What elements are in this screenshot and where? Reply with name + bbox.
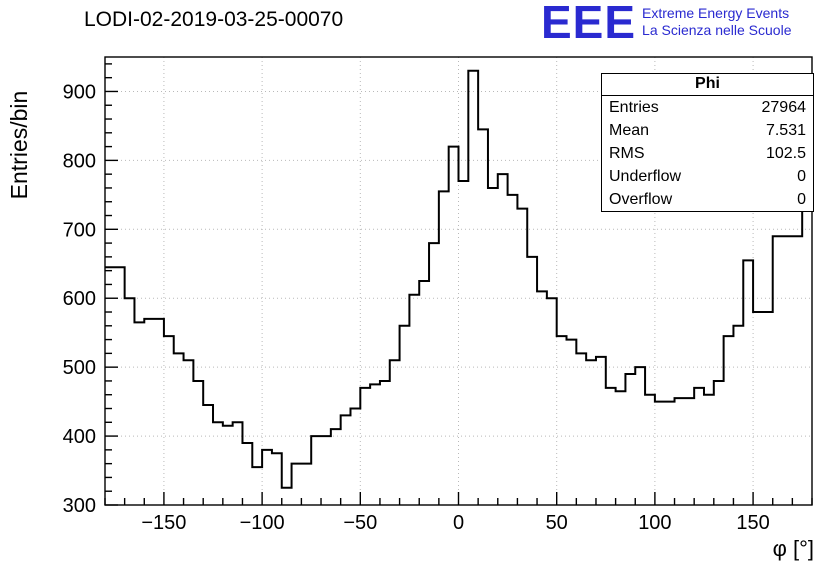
stats-value: 27964 xyxy=(761,99,807,116)
stats-label: Entries xyxy=(609,99,659,116)
eee-logo-line2: La Scienza nelle Scuole xyxy=(642,22,792,38)
svg-text:−50: −50 xyxy=(343,512,377,534)
stats-row-underflow: Underflow 0 xyxy=(602,165,813,188)
eee-logo-subtitle: Extreme Energy Events La Scienza nelle S… xyxy=(642,2,791,39)
stats-value: 0 xyxy=(797,191,806,208)
eee-logo: EEE Extreme Energy Events La Scienza nel… xyxy=(541,0,791,48)
stats-row-mean: Mean 7.531 xyxy=(602,119,813,142)
stats-label: RMS xyxy=(609,145,645,162)
stats-row-overflow: Overflow 0 xyxy=(602,188,813,211)
eee-logo-line1: Extreme Energy Events xyxy=(642,5,790,21)
eee-logo-text: EEE xyxy=(541,0,637,48)
svg-text:100: 100 xyxy=(638,512,671,534)
stats-value: 102.5 xyxy=(765,145,806,162)
svg-text:900: 900 xyxy=(63,81,96,103)
svg-text:−150: −150 xyxy=(141,512,186,534)
y-axis-label: Entries/bin xyxy=(6,90,32,200)
stats-value: 7.531 xyxy=(765,122,806,139)
svg-text:−100: −100 xyxy=(240,512,285,534)
stats-value: 0 xyxy=(797,168,806,185)
x-axis-label: φ [°] xyxy=(772,536,814,561)
svg-text:700: 700 xyxy=(63,219,96,241)
svg-text:50: 50 xyxy=(546,512,568,534)
chart-title: LODI-02-2019-03-25-00070 xyxy=(84,8,344,31)
svg-text:500: 500 xyxy=(63,357,96,379)
svg-text:150: 150 xyxy=(736,512,769,534)
stats-label: Underflow xyxy=(609,168,682,185)
stats-box: Phi Entries 27964 Mean 7.531 RMS 102.5 U… xyxy=(601,73,814,212)
svg-text:600: 600 xyxy=(63,288,96,310)
svg-text:300: 300 xyxy=(63,495,96,517)
stats-label: Overflow xyxy=(609,191,673,208)
stats-row-rms: RMS 102.5 xyxy=(602,142,813,165)
svg-text:800: 800 xyxy=(63,150,96,172)
svg-text:400: 400 xyxy=(63,426,96,448)
stats-title: Phi xyxy=(602,74,813,96)
stats-row-entries: Entries 27964 xyxy=(602,96,813,119)
svg-text:0: 0 xyxy=(453,512,464,534)
stats-label: Mean xyxy=(609,122,650,139)
